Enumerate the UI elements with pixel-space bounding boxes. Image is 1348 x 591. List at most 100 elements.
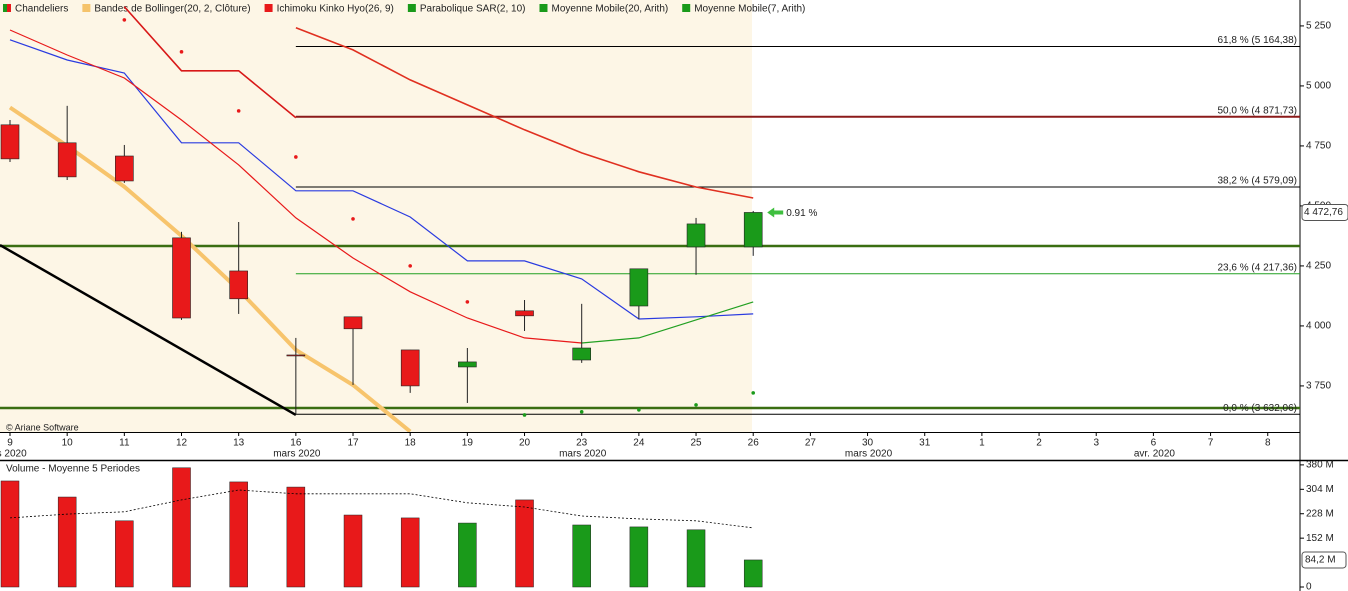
price-label: 4 472,76 — [1304, 207, 1343, 218]
volume-bar — [0, 480, 20, 588]
volume-bar — [229, 481, 248, 588]
x-tick-label: 1 — [979, 438, 985, 449]
volume-bar — [458, 522, 477, 588]
sar-dot — [179, 50, 184, 54]
change-arrow — [767, 207, 784, 218]
indicator-line — [295, 27, 754, 199]
sar-dot — [579, 410, 584, 414]
x-tick-label: 23 — [576, 438, 588, 449]
candle-body — [172, 237, 191, 319]
sar-dot — [465, 300, 470, 304]
volume-box — [1301, 551, 1347, 569]
volume-average — [9, 489, 754, 529]
sar-dot — [751, 391, 756, 395]
x-tick-label: 20 — [519, 438, 531, 449]
x-tick-label: 12 — [176, 438, 188, 449]
sar-dot — [294, 155, 298, 159]
x-tick-label: 2 — [1036, 438, 1042, 449]
sar-dot — [351, 217, 355, 221]
fib-label: 23,6 % (4 217,36) — [1218, 262, 1298, 273]
volume-bar — [743, 559, 763, 588]
y-tick-label: 4 750 — [1306, 141, 1331, 152]
y-tick-label: 4 250 — [1306, 261, 1331, 272]
volume-bar — [629, 526, 649, 588]
month-label: mars 2020 — [845, 449, 893, 460]
x-tick-label: 16 — [290, 438, 302, 449]
y-tick-label: 380 M — [1306, 460, 1334, 471]
legend-label: Moyenne Mobile(20, Arith) — [551, 4, 668, 15]
x-tick-label: 17 — [347, 438, 359, 449]
candle-body — [458, 361, 477, 368]
candle-body — [57, 142, 77, 178]
highlight-zone — [0, 0, 752, 432]
fib-label: 0,0 % (3 632,06) — [1223, 403, 1297, 414]
volume-bar — [686, 529, 706, 588]
indicator-line — [581, 301, 754, 344]
x-tick-label: 8 — [1265, 438, 1271, 449]
candle-body — [572, 347, 592, 361]
legend-swatch — [682, 4, 691, 12]
legend-swatch — [7, 4, 11, 12]
sar-dot — [522, 413, 527, 417]
y-tick-label: 228 M — [1306, 508, 1334, 519]
x-tick-label: 13 — [233, 438, 245, 449]
legend-label: Bandes de Bollinger(20, 2, Clôture) — [94, 4, 250, 15]
x-tick-label: 3 — [1093, 438, 1099, 449]
candle-body — [286, 354, 306, 357]
copyright: © Ariane Software — [6, 422, 79, 432]
legend-label: Chandeliers — [15, 4, 68, 15]
month-label: mars 2020 — [559, 449, 607, 460]
volume-last-label: 84,2 M — [1305, 555, 1336, 566]
y-tick-label: 3 750 — [1306, 381, 1331, 392]
candle-body — [400, 349, 420, 387]
legend-swatch — [3, 4, 7, 12]
volume-bar — [172, 467, 191, 588]
sar-dot — [637, 408, 641, 412]
change-label: 0.91 % — [786, 208, 817, 219]
candle-body — [229, 270, 248, 300]
volume-bar — [572, 524, 591, 588]
x-tick-label: 24 — [633, 438, 645, 449]
fib-label: 50,0 % (4 871,73) — [1218, 105, 1298, 116]
y-tick-label: 0 — [1306, 582, 1312, 591]
volume-bar — [115, 520, 134, 588]
volume-bar — [343, 514, 363, 588]
y-tick-label: 152 M — [1306, 533, 1334, 544]
volume-bar — [400, 517, 420, 588]
volume-bar — [515, 499, 534, 588]
x-tick-label: 19 — [462, 438, 474, 449]
candle-body — [0, 124, 20, 160]
x-tick-label: 9 — [7, 438, 13, 449]
y-tick-label: 304 M — [1306, 484, 1334, 495]
sar-dot — [236, 109, 241, 113]
y-tick-label: 5 000 — [1306, 81, 1331, 92]
month-label: avr. 2020 — [1134, 449, 1176, 460]
x-tick-label: 30 — [862, 438, 874, 449]
x-tick-label: 26 — [748, 438, 760, 449]
x-tick-label: 18 — [405, 438, 417, 449]
x-tick-label: 31 — [919, 438, 931, 449]
fib-label: 38,2 % (4 579,09) — [1218, 176, 1298, 187]
legend-swatch — [264, 4, 273, 12]
candle-body — [115, 155, 134, 182]
sar-dot — [122, 18, 127, 22]
legend-label: Ichimoku Kinko Hyo(26, 9) — [277, 4, 394, 15]
volume-title: Volume - Moyenne 5 Periodes — [6, 464, 140, 475]
month-label: mars 2020 — [273, 449, 321, 460]
legend-label: Moyenne Mobile(7, Arith) — [694, 4, 805, 15]
legend-swatch — [407, 4, 416, 12]
legend-label: Parabolique SAR(2, 10) — [420, 4, 526, 15]
candle-body — [743, 212, 763, 248]
legend-swatch — [539, 4, 548, 12]
candle-body — [686, 223, 706, 248]
x-tick-label: 25 — [690, 438, 702, 449]
sar-dot — [694, 403, 698, 407]
x-tick-label: 27 — [805, 438, 817, 449]
sar-dot — [408, 264, 412, 268]
legend-swatch — [82, 4, 91, 12]
indicator-line — [8, 105, 412, 432]
fib-label: 61,8 % (5 164,38) — [1218, 35, 1298, 46]
trendline — [0, 243, 297, 417]
volume-bar — [286, 486, 306, 588]
